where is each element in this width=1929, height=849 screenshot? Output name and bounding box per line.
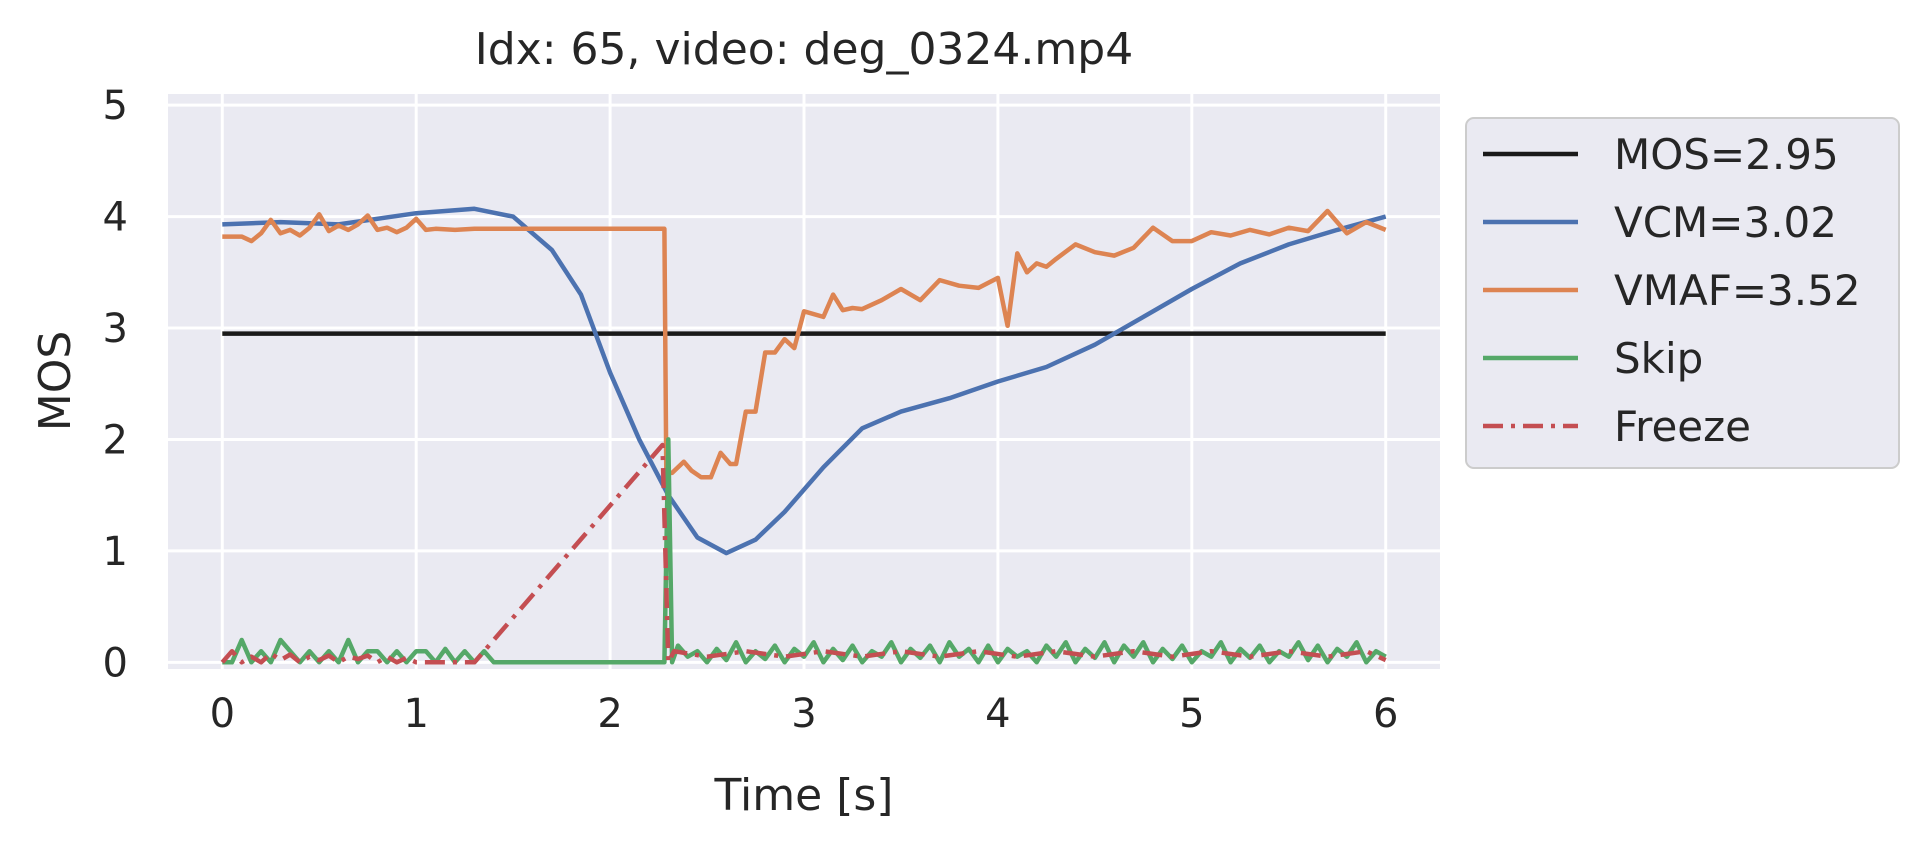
x-tick-label: 5 xyxy=(1179,691,1204,737)
x-tick-label: 0 xyxy=(210,691,235,737)
series-layer xyxy=(220,206,1387,665)
y-tick-labels: 0 1 2 3 4 5 xyxy=(103,83,128,686)
legend-label: Skip xyxy=(1614,334,1703,383)
y-axis-label: MOS xyxy=(30,331,81,432)
legend-label: MOS=2.95 xyxy=(1614,130,1839,179)
x-tick-label: 3 xyxy=(791,691,816,737)
series-line-vmaf xyxy=(222,208,1387,480)
legend-frame xyxy=(1465,117,1900,469)
y-tick-label: 4 xyxy=(103,195,128,241)
legend-label: VMAF=3.52 xyxy=(1614,266,1861,315)
y-tick-label: 5 xyxy=(103,83,128,129)
y-tick-label: 3 xyxy=(103,306,128,352)
legend: MOS=2.95 VCM=3.02 VMAF=3.52 Skip Freeze xyxy=(1465,117,1900,469)
y-tick-label: 0 xyxy=(103,640,128,686)
x-tick-label: 1 xyxy=(403,691,428,737)
series-line-vcm xyxy=(222,206,1387,556)
x-tick-label: 4 xyxy=(985,691,1010,737)
x-tick-label: 6 xyxy=(1373,691,1398,737)
y-tick-label: 2 xyxy=(103,417,128,463)
y-tick-label: 1 xyxy=(103,529,128,575)
x-axis-label: Time [s] xyxy=(714,770,894,821)
x-tick-labels: 0 1 2 3 4 5 6 xyxy=(210,691,1399,737)
legend-label: Freeze xyxy=(1614,402,1751,451)
chart-title: Idx: 65, video: deg_0324.mp4 xyxy=(475,24,1133,75)
legend-label: VCM=3.02 xyxy=(1614,198,1837,247)
series-line-skip xyxy=(222,437,1387,665)
series-line-freeze xyxy=(220,442,1387,665)
x-tick-label: 2 xyxy=(597,691,622,737)
